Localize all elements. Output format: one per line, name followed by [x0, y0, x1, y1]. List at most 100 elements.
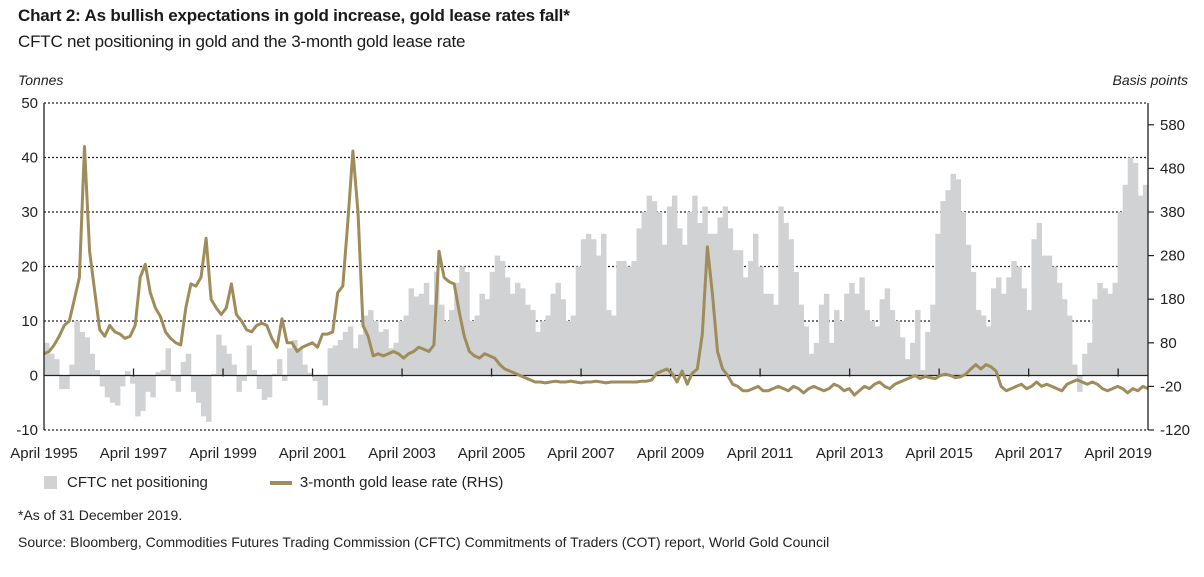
- lease-rate-line: [43, 145, 1149, 397]
- cftc-bar: [1051, 266, 1058, 376]
- cftc-bar: [732, 250, 739, 376]
- cftc-bar: [864, 310, 870, 376]
- cftc-bar: [904, 359, 911, 376]
- cftc-bar: [1046, 255, 1053, 376]
- cftc-bar: [94, 370, 101, 376]
- x-tick-label: April 2009: [637, 445, 705, 462]
- cftc-bar: [1092, 299, 1098, 376]
- x-tick-label: April 2015: [905, 445, 973, 462]
- cftc-bar: [1066, 315, 1073, 376]
- cftc-bar: [879, 299, 886, 376]
- source-note: Source: Bloomberg, Commodities Futures T…: [18, 534, 830, 550]
- cftc-bar: [241, 375, 247, 381]
- chart-subtitle: CFTC net positioning in gold and the 3-m…: [18, 32, 466, 51]
- cftc-bar: [601, 233, 607, 376]
- x-tick-label: April 1995: [10, 445, 78, 462]
- cftc-bar: [200, 375, 207, 417]
- cftc-bar: [712, 233, 718, 376]
- cftc-bar: [474, 315, 480, 376]
- cftc-bar: [839, 321, 845, 376]
- cftc-bar: [985, 326, 992, 376]
- cftc-bar: [246, 345, 253, 376]
- cftc-bar: [119, 375, 126, 387]
- cftc-bar: [555, 282, 561, 376]
- cftc-bar: [165, 348, 171, 376]
- cftc-bar: [271, 373, 278, 376]
- cftc-bar: [975, 310, 982, 376]
- cftc-bar: [803, 326, 810, 376]
- cftc-bar: [823, 293, 830, 376]
- cftc-bar: [580, 239, 587, 376]
- x-tick-label: April 2017: [995, 445, 1063, 462]
- cftc-bar: [130, 375, 136, 384]
- y-right-tick-label: -120: [1160, 422, 1190, 439]
- cftc-bar: [899, 337, 906, 376]
- cftc-bar: [494, 255, 501, 376]
- cftc-bar: [1021, 288, 1027, 376]
- y-right-tick-label: 380: [1160, 204, 1185, 221]
- cftc-bar: [768, 293, 774, 376]
- cftc-bar: [1102, 288, 1108, 376]
- cftc-bar: [287, 348, 293, 376]
- x-tick-label: April 2005: [458, 445, 526, 462]
- cftc-bar: [1056, 282, 1063, 376]
- cftc-bar: [813, 342, 820, 376]
- cftc-bar: [646, 195, 653, 376]
- cftc-bar: [1026, 310, 1032, 376]
- y-axis-right-ticks: 580 480 380 280 180 80 -20 -120: [1148, 117, 1190, 439]
- cftc-bar: [1011, 261, 1017, 376]
- cftc-bar: [454, 282, 460, 376]
- cftc-bar: [135, 375, 141, 417]
- cftc-bar: [783, 222, 789, 376]
- cftc-bar: [231, 364, 237, 376]
- cftc-bar: [869, 321, 875, 376]
- cftc-bar: [226, 353, 232, 376]
- cftc-bar: [489, 271, 496, 376]
- cftc-bar: [256, 375, 263, 390]
- cftc-bar: [1142, 184, 1149, 376]
- cftc-bar: [64, 375, 70, 390]
- cftc-bar: [185, 353, 192, 376]
- cftc-bar: [773, 304, 779, 376]
- cftc-bar: [428, 304, 435, 376]
- cftc-bar: [682, 244, 688, 376]
- cftc-bar: [636, 228, 642, 376]
- cftc-bar: [1072, 364, 1078, 376]
- cftc-bars: [44, 157, 1149, 422]
- cftc-bar: [388, 348, 394, 376]
- cftc-bar: [1036, 222, 1043, 376]
- cftc-bar: [216, 334, 222, 376]
- cftc-bar: [884, 288, 891, 376]
- cftc-bar: [752, 233, 759, 376]
- cftc-bar: [940, 201, 946, 376]
- cftc-bar: [282, 375, 288, 381]
- cftc-bar: [439, 304, 445, 376]
- cftc-bar: [175, 375, 182, 392]
- cftc-bar: [585, 233, 592, 376]
- cftc-bar: [915, 310, 921, 376]
- cftc-bar: [722, 206, 729, 376]
- cftc-bar: [844, 293, 850, 376]
- cftc-bar: [363, 315, 369, 376]
- cftc-bar: [373, 321, 379, 376]
- cftc-bar: [449, 310, 455, 376]
- cftc-bar: [393, 342, 399, 376]
- cftc-bar: [297, 348, 303, 376]
- cftc-bar: [909, 342, 916, 376]
- cftc-bar: [621, 261, 627, 376]
- cftc-bar: [206, 375, 212, 422]
- cftc-bar: [408, 288, 415, 376]
- x-tick-label: April 2019: [1084, 445, 1152, 462]
- x-tick-label: April 2003: [368, 445, 436, 462]
- cftc-bar: [661, 244, 668, 376]
- x-tick-label: April 2001: [279, 445, 347, 462]
- cftc-bar: [793, 271, 799, 376]
- cftc-bar: [1041, 255, 1048, 376]
- cftc-bar: [1087, 342, 1093, 376]
- cftc-bar: [697, 222, 703, 376]
- cftc-bar: [1016, 266, 1022, 376]
- cftc-bar: [808, 353, 815, 376]
- y-left-tick-label: 30: [21, 204, 38, 221]
- legend-label-lease-rate: 3-month gold lease rate (RHS): [299, 474, 504, 491]
